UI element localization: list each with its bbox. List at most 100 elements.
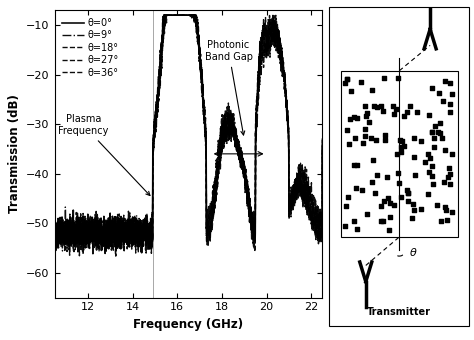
Point (403, 109, 411, 115)
Point (448, 91, 456, 96)
Point (391, 111, 398, 117)
θ=27° (314, 207, 320, 211)
θ=36° (52, 136, 57, 140)
Point (394, 170, 402, 176)
Point (374, 172, 381, 177)
Point (364, 110, 371, 116)
Line: θ=0°: θ=0° (55, 15, 322, 254)
Point (428, 129, 436, 135)
Point (437, 218, 445, 223)
Point (341, 223, 349, 228)
Point (401, 143, 408, 149)
Text: Plasma
Frequency: Plasma Frequency (58, 115, 150, 196)
θ=0° (82, 231, 88, 235)
Point (442, 207, 450, 212)
θ=27° (285, 121, 291, 125)
θ=36° (155, 99, 160, 103)
Point (362, 133, 369, 139)
Point (446, 182, 454, 187)
Point (379, 108, 387, 114)
Point (383, 174, 391, 180)
Point (395, 180, 402, 186)
Point (347, 88, 355, 94)
Line: θ=18°: θ=18° (55, 15, 322, 253)
Line: θ=9°: θ=9° (55, 15, 322, 256)
θ=18° (161, 13, 166, 17)
Point (438, 136, 446, 141)
θ=18° (314, 222, 320, 226)
θ=36° (98, 224, 104, 228)
θ=18° (155, 98, 160, 102)
Point (436, 120, 444, 125)
θ=27° (82, 241, 88, 245)
θ=27° (98, 232, 104, 236)
θ=36° (314, 236, 320, 240)
Point (377, 103, 385, 109)
Point (372, 137, 380, 143)
Point (410, 207, 418, 212)
Point (436, 131, 444, 136)
Point (393, 151, 401, 157)
Point (350, 219, 357, 224)
Point (386, 200, 393, 205)
θ=18° (285, 133, 291, 137)
Point (397, 137, 404, 142)
X-axis label: Frequency (GHz): Frequency (GHz) (133, 318, 244, 331)
θ=0° (319, 143, 325, 147)
Point (445, 165, 453, 171)
Point (430, 144, 438, 150)
Point (381, 137, 389, 143)
Point (345, 142, 353, 147)
Point (377, 203, 384, 208)
Point (446, 109, 454, 114)
Point (380, 198, 388, 204)
Point (365, 119, 373, 124)
θ=9° (67, 254, 73, 258)
Point (431, 124, 438, 129)
Point (425, 170, 433, 175)
Point (385, 228, 393, 233)
Point (406, 103, 414, 108)
Point (359, 140, 367, 146)
Point (446, 101, 453, 106)
θ=36° (82, 219, 88, 223)
Point (369, 157, 377, 163)
Point (428, 173, 435, 179)
Point (353, 163, 361, 168)
Point (374, 104, 381, 109)
Point (350, 114, 357, 120)
θ=9° (155, 114, 160, 118)
Point (392, 107, 400, 112)
Point (398, 194, 405, 199)
Point (441, 78, 449, 84)
θ=9° (314, 221, 320, 225)
Point (344, 194, 352, 200)
Point (364, 211, 371, 217)
Point (425, 112, 433, 117)
Point (440, 179, 448, 185)
Text: Photonic
Band Gap: Photonic Band Gap (205, 40, 253, 135)
θ=0° (52, 144, 57, 148)
Point (397, 150, 405, 155)
Point (439, 98, 447, 104)
Line: θ=36°: θ=36° (55, 15, 322, 256)
Point (435, 91, 442, 96)
θ=18° (82, 233, 88, 237)
Point (371, 191, 379, 196)
Point (426, 155, 434, 161)
θ=27° (113, 253, 118, 257)
Point (428, 85, 436, 90)
Point (410, 154, 418, 160)
θ=9° (52, 152, 57, 156)
θ=0° (155, 109, 160, 114)
Point (444, 174, 452, 180)
θ=0° (161, 13, 167, 17)
θ=18° (319, 143, 325, 147)
θ=9° (98, 237, 104, 241)
θ=36° (113, 254, 118, 258)
Point (381, 75, 388, 80)
θ=0° (90, 252, 96, 256)
Point (424, 152, 431, 157)
Point (397, 144, 405, 150)
Point (346, 116, 354, 122)
